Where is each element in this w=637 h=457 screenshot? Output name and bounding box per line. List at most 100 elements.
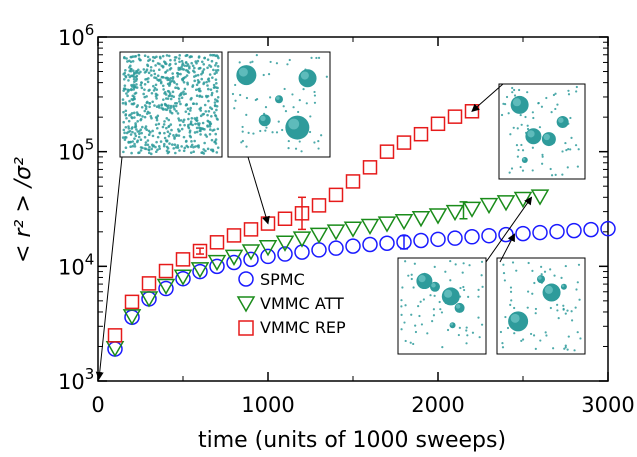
inset-particle xyxy=(188,134,192,138)
inset-particle xyxy=(170,143,174,146)
inset-particle xyxy=(313,141,316,144)
data-point-spmc xyxy=(515,225,531,242)
data-point-vmmc-rep xyxy=(311,198,327,213)
inset-particle xyxy=(410,273,413,276)
data-point-spmc xyxy=(311,242,327,258)
inset-particle xyxy=(511,86,514,90)
inset-particle xyxy=(449,279,452,282)
inset-particle xyxy=(173,58,177,62)
inset-particle xyxy=(122,77,126,81)
inset-particle xyxy=(518,88,521,92)
data-point-vmmc-att xyxy=(139,291,159,308)
inset-particle xyxy=(151,129,154,133)
inset-particle xyxy=(157,79,161,82)
inset-particle xyxy=(549,167,552,171)
inset-particle xyxy=(208,123,212,126)
data-point-vmmc-rep xyxy=(328,187,344,203)
inset-particle xyxy=(215,81,218,85)
inset-particle xyxy=(155,118,159,122)
inset-particle xyxy=(458,326,461,329)
inset-particle xyxy=(182,149,186,153)
inset-particle xyxy=(203,103,207,107)
inset-particle xyxy=(564,264,567,268)
inset-particle xyxy=(500,113,504,117)
inset-particle xyxy=(139,70,142,74)
inset-particle xyxy=(177,134,181,137)
data-point-vmmc-att xyxy=(530,189,550,206)
inset-particle xyxy=(313,101,317,104)
inset-cluster-highlight xyxy=(300,71,309,80)
inset-particle xyxy=(255,54,258,57)
inset-particle xyxy=(151,100,154,104)
inset-particle xyxy=(130,55,133,59)
inset-particle xyxy=(531,111,534,114)
inset-particle xyxy=(541,153,544,156)
inset-particle xyxy=(163,131,166,135)
inset-particle xyxy=(215,151,219,154)
inset-particle xyxy=(155,88,159,91)
inset-particle xyxy=(146,63,149,67)
inset-particle xyxy=(477,316,480,319)
inset-particle xyxy=(195,116,199,120)
y-tick-label: 104 xyxy=(58,250,94,279)
inset-particle xyxy=(193,131,197,134)
inset-particle xyxy=(166,130,170,134)
data-point-spmc xyxy=(260,248,276,265)
data-point-spmc xyxy=(107,341,123,357)
inset-particle xyxy=(153,72,157,76)
inset-particle xyxy=(204,133,207,137)
inset-particle xyxy=(310,56,313,60)
inset-frame xyxy=(496,257,586,355)
data-point-vmmc-rep xyxy=(158,263,174,279)
inset-particle xyxy=(174,62,177,66)
inset-arrow xyxy=(485,196,533,263)
inset-particle xyxy=(193,79,196,83)
inset-particle xyxy=(186,145,190,149)
inset-particle xyxy=(152,89,156,92)
inset-particle xyxy=(124,68,127,72)
inset-particle xyxy=(178,60,181,64)
inset-particle xyxy=(152,144,155,147)
inset-particle xyxy=(565,149,568,152)
inset-particle xyxy=(216,65,220,68)
inset-particle xyxy=(576,165,579,168)
inset-particle xyxy=(179,72,182,76)
inset-particle xyxy=(241,130,244,133)
inset-particle xyxy=(163,120,166,123)
inset-particle xyxy=(130,85,134,88)
inset-particle xyxy=(166,97,170,100)
inset-particle xyxy=(313,90,316,94)
inset-particle xyxy=(205,95,209,99)
inset-cluster-highlight xyxy=(431,283,436,288)
inset-particle xyxy=(190,96,193,100)
inset-particle xyxy=(556,303,559,306)
inset-particle xyxy=(147,129,151,133)
inset-particle xyxy=(164,103,168,107)
inset-particle xyxy=(573,349,576,352)
inset-particle xyxy=(211,149,215,153)
inset-particle xyxy=(317,147,320,150)
inset-particle xyxy=(206,87,210,91)
inset-particle xyxy=(206,147,210,151)
inset-particle xyxy=(170,94,174,98)
inset-particle xyxy=(195,83,199,87)
inset-particle xyxy=(131,130,134,134)
inset-particle xyxy=(422,298,425,301)
inset-particle xyxy=(139,83,143,87)
inset-particle xyxy=(183,64,186,67)
inset-particle xyxy=(404,339,407,343)
inset-particle xyxy=(134,91,138,95)
inset-particle xyxy=(561,173,564,176)
inset-cluster-highlight xyxy=(276,96,280,100)
inset-particle xyxy=(198,89,201,93)
inset-particle xyxy=(141,125,144,129)
inset-particle xyxy=(185,64,189,68)
inset-particle xyxy=(135,69,138,73)
inset-particle xyxy=(564,312,567,315)
inset-particle xyxy=(174,86,177,90)
inset-particle xyxy=(132,75,136,79)
inset-particle xyxy=(264,129,267,132)
inset-particle xyxy=(189,120,193,124)
inset-particle xyxy=(520,123,523,126)
inset-particle xyxy=(143,104,147,107)
